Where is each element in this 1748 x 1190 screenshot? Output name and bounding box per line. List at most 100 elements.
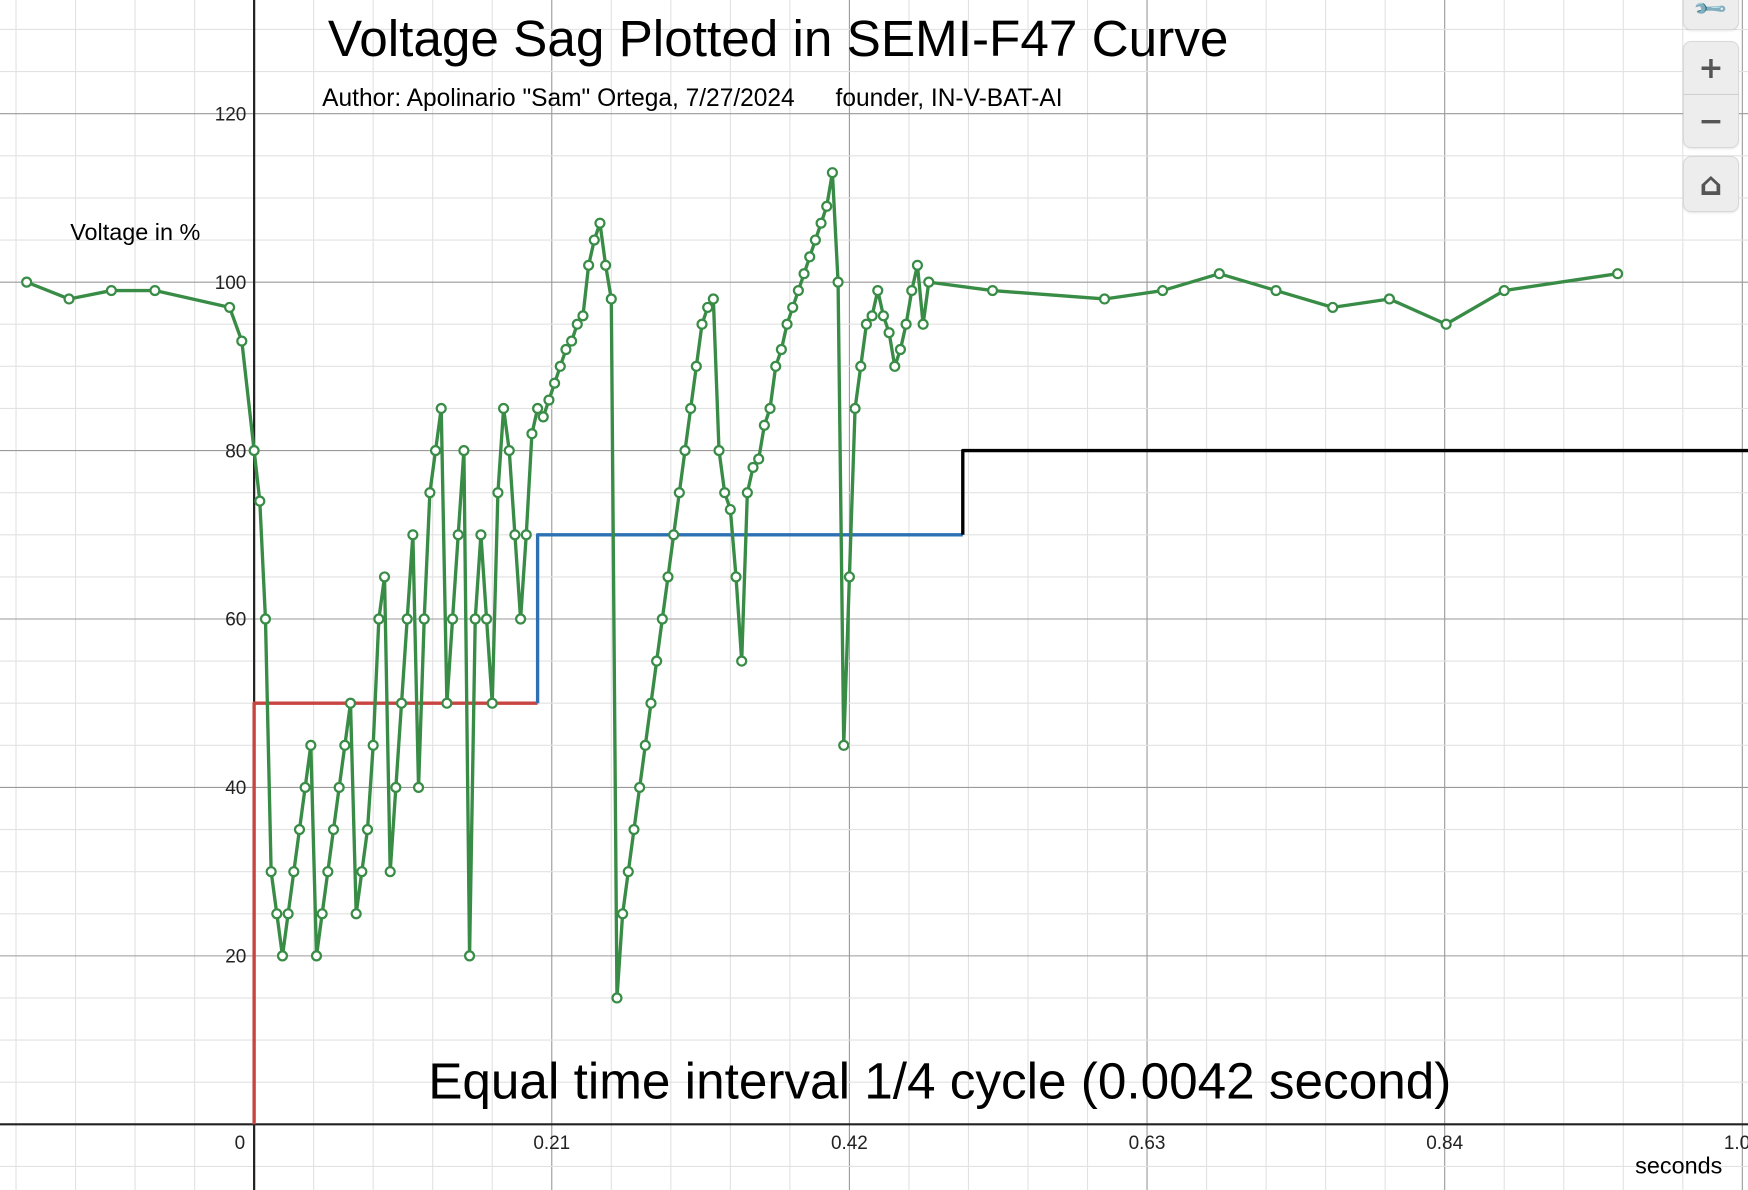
data-point — [736, 655, 748, 667]
data-point — [906, 284, 918, 297]
data-point — [265, 866, 277, 878]
data-point — [1213, 268, 1225, 280]
data-point — [1383, 293, 1395, 305]
series-line — [26, 170, 1618, 1000]
data-point — [293, 823, 306, 836]
data-point — [696, 318, 708, 330]
data-point — [475, 529, 487, 541]
data-point — [724, 503, 736, 516]
data-point — [1612, 268, 1624, 280]
data-point — [758, 419, 770, 431]
data-point — [877, 310, 889, 322]
chart-subtitle: Author: Apolinario "Sam" Ortega, 7/27/20… — [322, 85, 1062, 112]
data-point — [367, 739, 379, 751]
data-point — [327, 823, 340, 836]
y-axis-label: Voltage in % — [70, 219, 200, 245]
data-point — [656, 613, 668, 625]
x-tick-label: 0 — [235, 1133, 246, 1154]
data-point — [532, 402, 544, 415]
data-point — [236, 335, 248, 347]
data-point — [588, 234, 600, 246]
data-point — [986, 284, 999, 297]
data-point — [611, 992, 623, 1004]
x-tick-label: 0.84 — [1426, 1133, 1463, 1154]
series-semi-f47-80- — [961, 448, 1748, 535]
data-point — [554, 360, 566, 372]
data-point — [480, 613, 493, 625]
zoom-out-button[interactable]: − — [1683, 94, 1739, 148]
data-point — [412, 781, 425, 794]
settings-wrench-button[interactable]: 🔧 — [1683, 0, 1739, 30]
data-point — [764, 402, 776, 415]
data-point — [339, 739, 351, 751]
data-point — [770, 360, 782, 372]
data-point — [894, 343, 907, 356]
data-point — [63, 293, 75, 305]
data-point — [373, 613, 385, 625]
data-point — [583, 259, 595, 271]
data-point — [543, 394, 555, 406]
wrench-icon: 🔧 — [1692, 0, 1730, 28]
data-point — [21, 276, 33, 288]
data-point — [804, 251, 816, 263]
data-point — [617, 908, 629, 920]
data-point — [299, 781, 311, 794]
data-point — [668, 529, 680, 541]
y-tick-label: 60 — [225, 610, 246, 631]
data-point — [634, 781, 646, 794]
x-tick-label: 0.42 — [831, 1133, 868, 1154]
data-point — [356, 866, 368, 878]
data-point — [378, 571, 391, 583]
data-point — [254, 495, 266, 507]
data-point — [662, 571, 674, 583]
data-point — [571, 318, 583, 330]
data-point — [923, 276, 935, 288]
data-point — [826, 167, 838, 179]
data-point — [673, 487, 685, 499]
data-point — [105, 284, 117, 297]
data-point — [872, 284, 884, 297]
home-button[interactable]: ⌂ — [1683, 156, 1739, 212]
data-point — [1327, 301, 1339, 313]
data-point — [435, 402, 447, 415]
y-tick-label: 100 — [215, 273, 247, 294]
data-point — [361, 823, 374, 836]
zoom-in-button[interactable]: + — [1683, 41, 1739, 95]
data-point — [560, 343, 572, 356]
data-point — [702, 301, 714, 313]
x-tick-label: 0.21 — [533, 1133, 570, 1154]
data-point — [600, 259, 612, 271]
data-point — [288, 866, 300, 878]
data-point — [259, 613, 272, 625]
data-point — [401, 613, 413, 625]
data-point — [463, 950, 476, 962]
data-point — [333, 781, 345, 794]
data-point — [843, 571, 855, 583]
data-point — [452, 529, 464, 541]
data-point — [469, 613, 481, 625]
data-point — [1440, 318, 1452, 330]
data-point — [271, 908, 283, 920]
plus-icon: + — [1698, 50, 1724, 86]
data-point — [707, 293, 719, 305]
data-point — [577, 310, 589, 322]
data-point — [322, 866, 334, 878]
data-point — [821, 200, 833, 212]
data-point — [418, 613, 430, 625]
chart-title: Voltage Sag Plotted in SEMI-F47 Curve — [328, 10, 1229, 67]
series-layer — [21, 167, 1748, 1125]
data-point — [594, 217, 606, 229]
data-point — [446, 613, 459, 625]
data-point — [860, 318, 872, 330]
data-point — [305, 739, 317, 751]
data-point — [384, 866, 396, 878]
data-point — [792, 284, 804, 297]
home-icon: ⌂ — [1699, 165, 1723, 203]
x-tick-label: 0.63 — [1129, 1133, 1166, 1154]
data-point — [628, 823, 640, 836]
data-point — [316, 908, 328, 920]
data-point — [458, 444, 470, 457]
data-point — [730, 571, 742, 583]
